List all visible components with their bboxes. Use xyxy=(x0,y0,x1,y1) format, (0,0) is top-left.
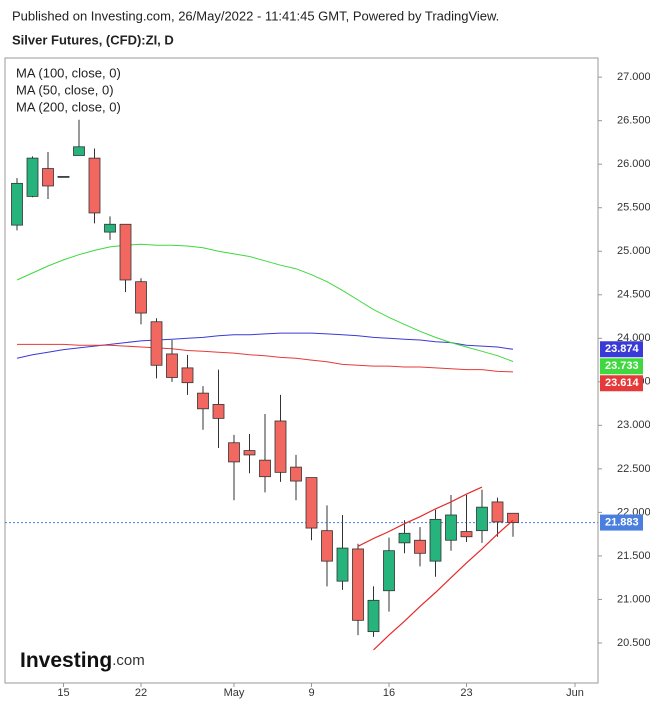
legend-entry: MA (200, close, 0) xyxy=(16,99,121,114)
candle-body xyxy=(135,281,147,314)
candle-body xyxy=(383,550,395,592)
candle-body xyxy=(228,442,240,463)
y-tick-label: 25.000 xyxy=(617,245,650,257)
candle-body xyxy=(243,450,256,456)
candle-body xyxy=(26,157,39,197)
price-label-bg xyxy=(600,514,643,531)
candle-body xyxy=(212,404,225,419)
candle-body xyxy=(491,501,504,523)
candle-body xyxy=(104,223,116,233)
logo-suffix: .com xyxy=(112,652,145,669)
moving-average xyxy=(17,343,514,373)
x-tick-label: May xyxy=(224,687,245,699)
y-tick-label: 26.000 xyxy=(617,158,650,170)
x-tick-label: 15 xyxy=(57,687,69,699)
candle-body xyxy=(367,599,380,633)
candle-body xyxy=(181,367,194,384)
candle-body xyxy=(336,547,349,582)
candle-body xyxy=(305,477,318,529)
price-label-bg xyxy=(600,358,643,375)
candle-body xyxy=(197,392,209,410)
y-tick-label: 22.500 xyxy=(617,463,650,475)
x-tick-label: 23 xyxy=(460,687,472,699)
candle-body xyxy=(73,146,85,156)
price-label-bg xyxy=(600,375,643,392)
candle-body xyxy=(57,175,70,178)
logo-name: Investing xyxy=(20,649,112,672)
candle-body xyxy=(119,223,132,281)
y-tick-label: 21.500 xyxy=(617,550,650,562)
legend-entry: MA (100, close, 0) xyxy=(16,65,121,80)
y-tick-label: 26.500 xyxy=(617,115,650,127)
price-label: 23.733 xyxy=(605,360,639,372)
candle-body xyxy=(414,539,426,554)
candle-body xyxy=(429,518,442,562)
x-tick-label: 9 xyxy=(308,687,314,699)
candle-body xyxy=(88,157,101,214)
moving-average xyxy=(16,243,514,362)
trendline xyxy=(373,519,514,651)
candle-body xyxy=(460,531,473,538)
trendline xyxy=(357,486,483,547)
plot-frame xyxy=(4,57,599,684)
candle-body xyxy=(42,168,54,187)
candle-body xyxy=(507,512,519,523)
price-label-bg xyxy=(600,341,643,358)
candle-body xyxy=(476,506,488,532)
y-tick-label: 23.000 xyxy=(617,419,650,431)
candle-body xyxy=(259,459,271,478)
x-tick-label: 22 xyxy=(135,687,147,699)
chart-title: Silver Futures, (CFD):ZI, D xyxy=(12,32,174,47)
candle-body xyxy=(150,321,163,366)
candle-body xyxy=(445,514,457,541)
price-label: 23.874 xyxy=(605,343,640,355)
y-tick-label: 21.000 xyxy=(617,593,650,605)
y-tick-label: 25.500 xyxy=(617,202,650,214)
y-tick-label: 24.000 xyxy=(617,332,650,344)
source-note: Published on Investing.com, 26/May/2022 … xyxy=(12,8,499,23)
x-tick-label: Jun xyxy=(566,687,584,699)
logo: Investing.com xyxy=(20,649,145,672)
candle-body xyxy=(398,532,411,544)
legend-entry: MA (50, close, 0) xyxy=(16,82,114,97)
candle-body xyxy=(11,182,23,226)
x-tick-label: 16 xyxy=(383,687,395,699)
candle-body xyxy=(290,466,302,482)
y-tick-label: 24.500 xyxy=(617,289,650,301)
y-tick-label: 20.500 xyxy=(617,637,650,649)
candle-body xyxy=(321,530,333,562)
candle-body xyxy=(166,353,178,378)
y-tick-label: 27.000 xyxy=(617,71,650,83)
price-label: 21.883 xyxy=(605,516,639,528)
price-label: 23.614 xyxy=(605,377,640,389)
candle-body xyxy=(274,420,287,473)
candle-body xyxy=(352,548,364,621)
